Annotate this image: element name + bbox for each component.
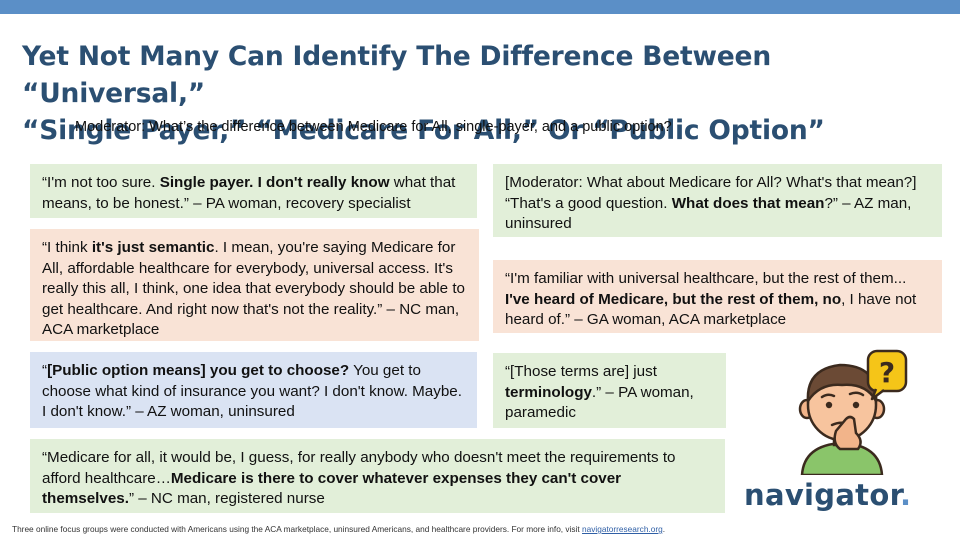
quote-emphasis: Single payer. I don't really know (159, 174, 390, 191)
title-line-1: Yet Not Many Can Identify The Difference… (22, 41, 771, 109)
quote-box-5: [Moderator: What about Medicare for All?… (493, 164, 942, 237)
quote-box-2: “I think it's just semantic. I mean, you… (30, 229, 479, 341)
quote-emphasis: it's just semantic (91, 239, 215, 256)
title-line-2: “Single Payer,” “Medicare For All,” Or “… (22, 115, 825, 146)
navigator-logo: navigator. (744, 478, 912, 512)
footer-link[interactable]: navigatorresearch.org (582, 524, 663, 534)
quote-emphasis: [Public option means] you get to choose? (47, 362, 350, 379)
quote-box-6: “I'm familiar with universal healthcare,… (493, 260, 942, 333)
quote-emphasis: terminology (505, 383, 592, 401)
quote-box-3: “[Public option means] you get to choose… (30, 352, 477, 428)
footer-note: Three online focus groups were conducted… (12, 524, 666, 534)
quote-box-7: “[Those terms are] just terminology.” – … (493, 353, 726, 428)
quote-emphasis: I've heard of Medicare, but the rest of … (505, 290, 842, 308)
top-accent-bar (0, 0, 960, 14)
svg-text:?: ? (879, 356, 895, 389)
quote-emphasis: Medicare is there to cover whatever expe… (42, 469, 622, 508)
slide-title: Yet Not Many Can Identify The Difference… (22, 38, 947, 149)
quote-box-1: “I'm not too sure. Single payer. I don't… (30, 164, 477, 218)
confused-person-question-icon: ? (798, 349, 908, 475)
quote-emphasis: What does that mean (671, 194, 825, 212)
moderator-question: Moderator: What’s the difference between… (75, 119, 672, 135)
quote-box-4: “Medicare for all, it would be, I guess,… (30, 439, 725, 513)
